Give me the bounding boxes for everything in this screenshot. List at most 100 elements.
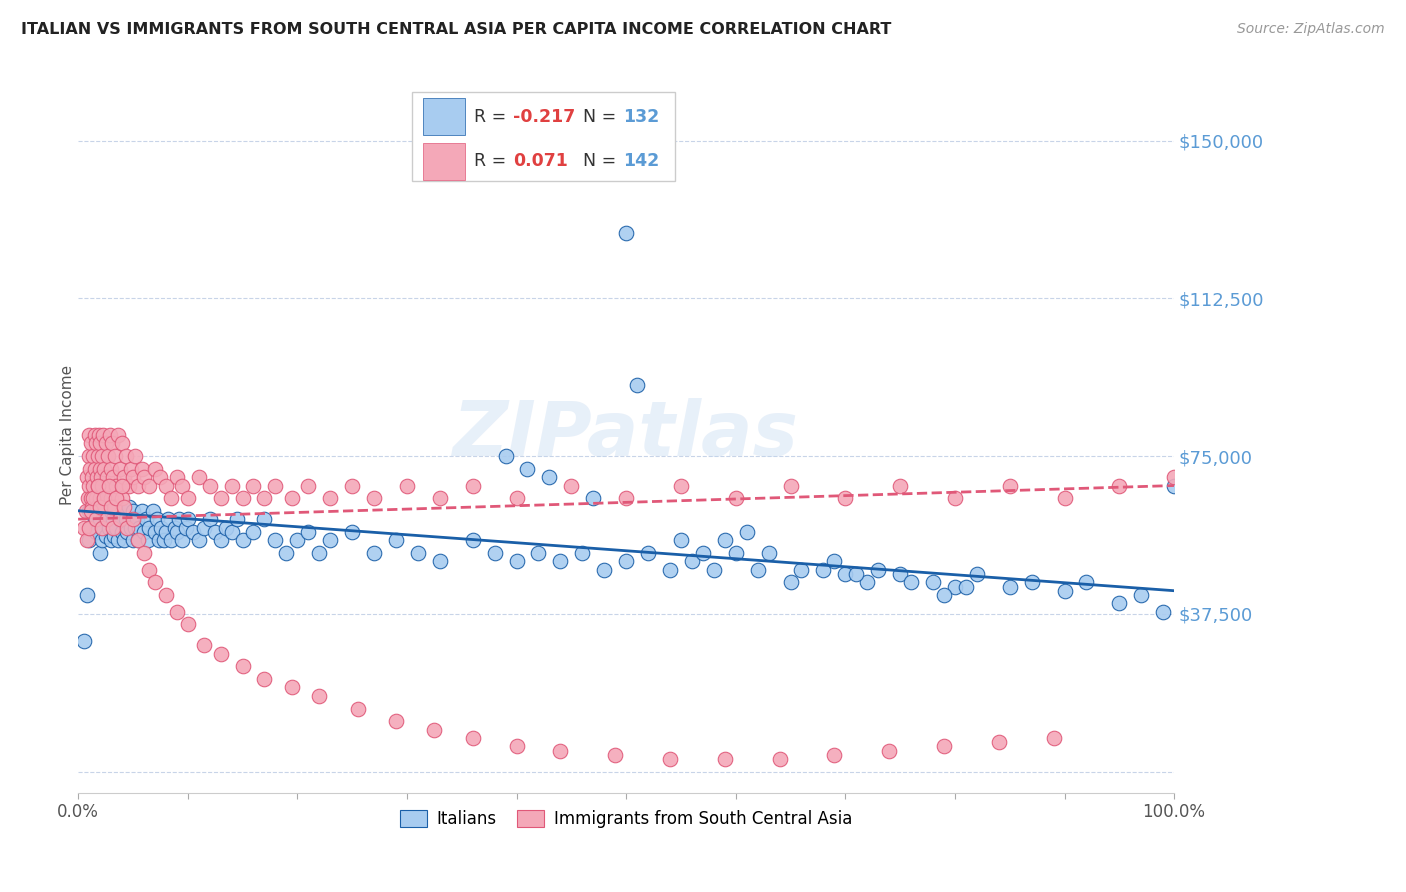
Point [97,520,120,534]
Point [484,546,506,560]
Point [174,520,197,534]
Point [1053,491,1076,505]
Point [100,491,122,505]
Point [80,520,103,534]
Point [505,739,527,754]
Point [177,617,200,632]
Point [89,500,111,514]
Point [868,563,890,577]
Point [82,491,104,505]
Point [167,512,190,526]
Point [226,512,249,526]
Point [187,533,209,548]
Point [117,500,139,514]
Point [76,533,98,548]
Point [998,478,1021,492]
Point [122,504,145,518]
Point [943,580,966,594]
Point [1053,583,1076,598]
Point [100,461,122,475]
Point [77,533,100,548]
Point [550,554,572,568]
Point [276,546,298,560]
Point [877,743,900,757]
Point [122,512,145,526]
Point [103,470,125,484]
Point [84,512,107,526]
Point [845,566,868,581]
Point [111,436,134,450]
Point [308,546,330,560]
Point [758,546,780,560]
Point [461,533,484,548]
Point [900,575,922,590]
Point [571,546,593,560]
Point [779,478,801,492]
Point [172,478,194,492]
Point [107,428,129,442]
Point [93,461,115,475]
Point [790,563,813,577]
Point [104,449,127,463]
Point [340,478,363,492]
Point [346,701,368,715]
Point [149,470,172,484]
Text: Source: ZipAtlas.com: Source: ZipAtlas.com [1237,22,1385,37]
Point [363,546,385,560]
Point [242,478,264,492]
Text: N =: N = [583,108,621,126]
Point [122,470,145,484]
Point [108,461,131,475]
Point [215,520,238,534]
Point [103,512,125,526]
Point [120,520,142,534]
Point [89,512,111,526]
Point [98,428,121,442]
Point [138,520,160,534]
Point [987,735,1010,749]
Bar [423,143,465,180]
Point [146,512,169,526]
Point [160,491,183,505]
Point [96,470,118,484]
Point [135,512,157,526]
Point [91,520,114,534]
Point [77,491,100,505]
Point [605,747,627,762]
Point [181,524,204,539]
Text: 0.071: 0.071 [513,153,568,170]
Point [253,672,276,686]
Text: R =: R = [474,153,517,170]
Point [889,566,911,581]
Point [319,491,342,505]
Point [83,428,105,442]
Point [669,533,692,548]
Point [132,546,155,560]
Point [84,491,107,505]
Point [406,546,429,560]
Point [823,747,845,762]
Point [429,554,451,568]
Point [231,491,253,505]
Point [658,752,681,766]
Point [72,634,94,648]
Text: R =: R = [474,108,512,126]
Point [932,588,955,602]
Point [104,500,127,514]
Point [124,449,146,463]
Point [768,752,790,766]
Text: ITALIAN VS IMMIGRANTS FROM SOUTH CENTRAL ASIA PER CAPITA INCOME CORRELATION CHAR: ITALIAN VS IMMIGRANTS FROM SOUTH CENTRAL… [21,22,891,37]
Point [735,524,758,539]
Point [1163,478,1185,492]
Point [155,588,177,602]
Point [105,478,128,492]
Text: N =: N = [583,153,621,170]
Point [80,436,103,450]
Point [1108,478,1130,492]
Point [94,529,117,543]
Point [112,533,135,548]
Point [96,512,118,526]
Point [82,491,104,505]
Point [115,449,138,463]
Point [495,449,517,463]
